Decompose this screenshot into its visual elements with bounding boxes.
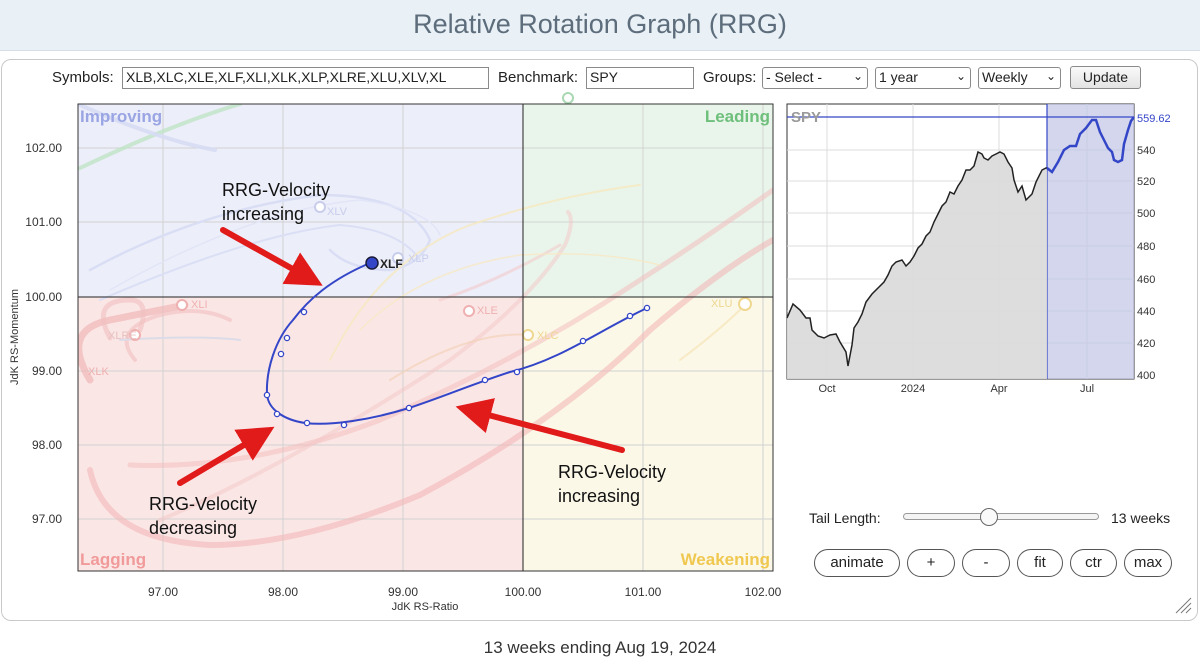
spy-y-ticks: 540 520 500 480 460 440 420 400 [1137, 145, 1155, 382]
maximize-button[interactable]: max [1124, 549, 1172, 577]
zoom-in-button[interactable]: + [907, 549, 955, 577]
chevron-down-icon: ⌄ [1045, 69, 1056, 83]
spy-last-value: 559.62 [1137, 113, 1171, 125]
arrow-bottom-left [177, 426, 275, 486]
faded-label-xlre: XLRE [108, 330, 137, 342]
xlf-tail-points [263, 304, 651, 429]
faded-label-xlu: XLU [711, 298, 732, 310]
benchmark-label: Benchmark: [498, 69, 579, 86]
x-axis-label: JdK RS-Ratio [392, 601, 459, 613]
faded-label-xlp: XLP [408, 253, 429, 265]
spy-x-ticks: Oct 2024 Apr Jul [818, 383, 1094, 395]
chevron-down-icon: ⌄ [852, 69, 863, 83]
spy-y-tick: 440 [1137, 306, 1155, 318]
quadrant-label-weakening: Weakening [681, 550, 770, 569]
spy-x-tick: Oct [818, 383, 835, 395]
spy-y-tick: 420 [1137, 338, 1155, 350]
y-tick: 102.00 [25, 141, 62, 155]
tail-length-slider-handle[interactable] [980, 508, 999, 526]
spy-y-tick: 400 [1137, 370, 1155, 382]
spy-symbol-label: SPY [791, 109, 821, 126]
faded-label-xlk: XLK [88, 366, 109, 378]
xlf-label: XLF [380, 257, 403, 271]
zoom-out-button[interactable]: - [962, 549, 1010, 577]
tail-length-label: Tail Length: [809, 510, 881, 526]
groups-select-value: - Select - [766, 69, 823, 85]
benchmark-input[interactable]: SPY [586, 67, 694, 89]
spy-y-tick: 500 [1137, 208, 1155, 220]
symbols-input[interactable]: XLB,XLC,XLE,XLF,XLI,XLK,XLP,XLRE,XLU,XLV… [122, 67, 489, 89]
spy-benchmark-chart[interactable]: SPY 559.62 540 520 500 480 460 440 420 4… [786, 103, 1171, 395]
spy-rrg-window-shade [1047, 104, 1134, 379]
chevron-down-icon: ⌄ [955, 69, 966, 83]
faded-tails [78, 104, 773, 549]
spy-price-line [786, 150, 1047, 367]
faded-label-xlv: XLV [327, 206, 348, 218]
arrow-top [220, 227, 323, 286]
spy-price-line-window [1046, 116, 1135, 174]
xlf-tail [265, 262, 648, 425]
annotation-arrows [177, 227, 625, 486]
y-axis-ticks: 102.00 101.00 100.00 99.00 98.00 97.00 [25, 141, 62, 526]
x-tick: 102.00 [745, 585, 782, 599]
spy-x-tick: Apr [990, 383, 1007, 395]
annotation-bottom-left: RRG-Velocity decreasing [149, 494, 262, 538]
annotation-bottom-right: RRG-Velocity increasing [558, 462, 671, 506]
frequency-select-value: Weekly [982, 69, 1028, 85]
groups-label: Groups: [703, 69, 757, 86]
quadrant-label-leading: Leading [705, 107, 770, 126]
period-select[interactable]: 1 year ⌄ [875, 67, 971, 89]
y-tick: 100.00 [25, 290, 62, 304]
quadrant-label-lagging: Lagging [80, 550, 146, 569]
y-tick: 101.00 [25, 215, 62, 229]
tail-length-value: 13 weeks [1111, 510, 1171, 526]
quadrant-lagging [78, 297, 523, 571]
spy-y-tick: 460 [1137, 274, 1155, 286]
xlf-head-marker[interactable] [365, 256, 379, 270]
arrow-bottom-right [455, 398, 625, 453]
page-title: Relative Rotation Graph (RRG) [0, 0, 1200, 51]
spy-y-tick: 540 [1137, 145, 1155, 157]
faded-symbol-labels: XLV XLP XLI XLE XLRE XLC XLU XLK [88, 206, 732, 378]
y-tick: 97.00 [32, 512, 62, 526]
quadrant-label-improving: Improving [80, 107, 162, 126]
symbols-label: Symbols: [52, 69, 114, 86]
y-tick: 99.00 [32, 364, 62, 378]
center-button[interactable]: ctr [1070, 549, 1117, 577]
update-button[interactable]: Update [1070, 66, 1141, 89]
groups-select[interactable]: - Select - ⌄ [762, 67, 868, 89]
spy-x-tick: 2024 [901, 383, 925, 395]
resize-grip-icon[interactable] [1174, 596, 1192, 614]
frequency-select[interactable]: Weekly ⌄ [978, 67, 1061, 89]
quadrant-improving [78, 104, 523, 297]
x-tick: 98.00 [268, 585, 298, 599]
x-tick: 97.00 [148, 585, 178, 599]
x-tick: 101.00 [625, 585, 662, 599]
annotation-top: RRG-Velocity increasing [222, 180, 335, 224]
x-tick: 100.00 [505, 585, 542, 599]
animate-button[interactable]: animate [814, 549, 900, 577]
faded-label-xli: XLI [191, 299, 208, 311]
rrg-plot-border [77, 103, 774, 572]
y-tick: 98.00 [32, 438, 62, 452]
faded-markers [129, 92, 752, 341]
faded-label-xle: XLE [477, 305, 498, 317]
tail-length-slider-track[interactable] [903, 513, 1099, 520]
fit-button[interactable]: fit [1017, 549, 1063, 577]
y-axis-label: JdK RS-Momentum [9, 289, 21, 385]
spy-price-area [787, 152, 1047, 379]
footer-caption: 13 weeks ending Aug 19, 2024 [483, 638, 717, 657]
spy-y-tick: 520 [1137, 176, 1155, 188]
faded-label-xlc: XLC [537, 330, 558, 342]
period-select-value: 1 year [879, 69, 918, 85]
x-tick: 99.00 [388, 585, 418, 599]
quadrant-leading [523, 104, 773, 297]
spy-y-tick: 480 [1137, 241, 1155, 253]
spy-x-tick: Jul [1080, 383, 1094, 395]
x-axis-ticks: 97.00 98.00 99.00 100.00 101.00 102.00 [148, 585, 782, 599]
